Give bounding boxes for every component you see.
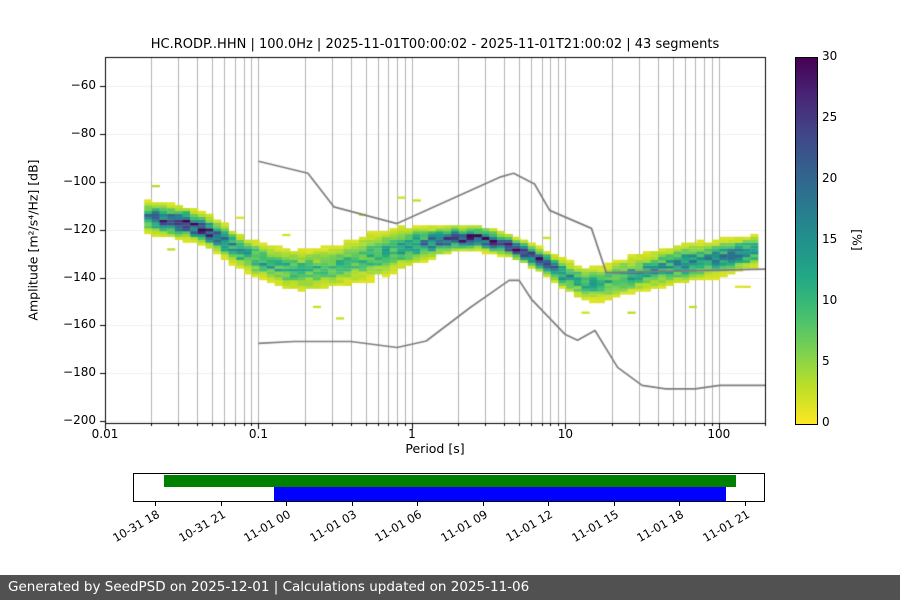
y-tick-label: −120 [63, 221, 96, 236]
colorbar-tick-label: 0 [822, 415, 830, 429]
colorbar-tick-label: 25 [822, 110, 838, 124]
footer-bar: Generated by SeedPSD on 2025-12-01 | Cal… [0, 575, 900, 600]
timeline-availability-box [133, 473, 765, 502]
timeline-tick-mark [548, 502, 550, 506]
y-tick-label: −100 [63, 173, 96, 188]
timeline-tick-mark [613, 502, 615, 506]
timeline-bar-blue-coverage [273, 487, 727, 501]
x-axis-label: Period [s] [405, 441, 465, 456]
x-tick-label: 100 [707, 427, 731, 441]
colorbar-tick-label: 30 [822, 49, 838, 63]
colorbar-tick-label: 20 [822, 171, 838, 185]
y-tick-label: −200 [63, 413, 96, 428]
colorbar-tick-label: 5 [822, 354, 830, 368]
timeline-tick-mark [286, 502, 288, 506]
y-tick-label: −80 [70, 125, 96, 140]
plot-title: HC.RODP..HHN | 100.0Hz | 2025-11-01T00:0… [150, 37, 720, 52]
timeline-bar-green-coverage [163, 475, 737, 487]
x-tick-label: 0.1 [248, 427, 268, 441]
timeline-tick-mark [482, 502, 484, 506]
y-tick-label: −180 [63, 365, 96, 380]
timeline-tick-mark [744, 502, 746, 506]
y-tick-label: −160 [63, 317, 96, 332]
colorbar [795, 57, 818, 425]
footer-text: Generated by SeedPSD on 2025-12-01 | Cal… [8, 579, 530, 595]
y-tick-label: −60 [70, 77, 96, 92]
x-tick-label: 1 [408, 427, 416, 441]
timeline-tick-mark [155, 502, 157, 506]
timeline-tick-mark [220, 502, 222, 506]
colorbar-label: [%] [849, 229, 865, 251]
y-tick-label: −140 [63, 269, 96, 284]
ppsd-plot-canvas [0, 0, 900, 470]
colorbar-tick-label: 10 [822, 293, 838, 307]
colorbar-tick-label: 15 [822, 232, 838, 246]
timeline-tick-mark [351, 502, 353, 506]
timeline-tick-mark [679, 502, 681, 506]
timeline-tick-mark [417, 502, 419, 506]
x-tick-label: 0.01 [91, 427, 119, 441]
x-tick-label: 10 [557, 427, 573, 441]
